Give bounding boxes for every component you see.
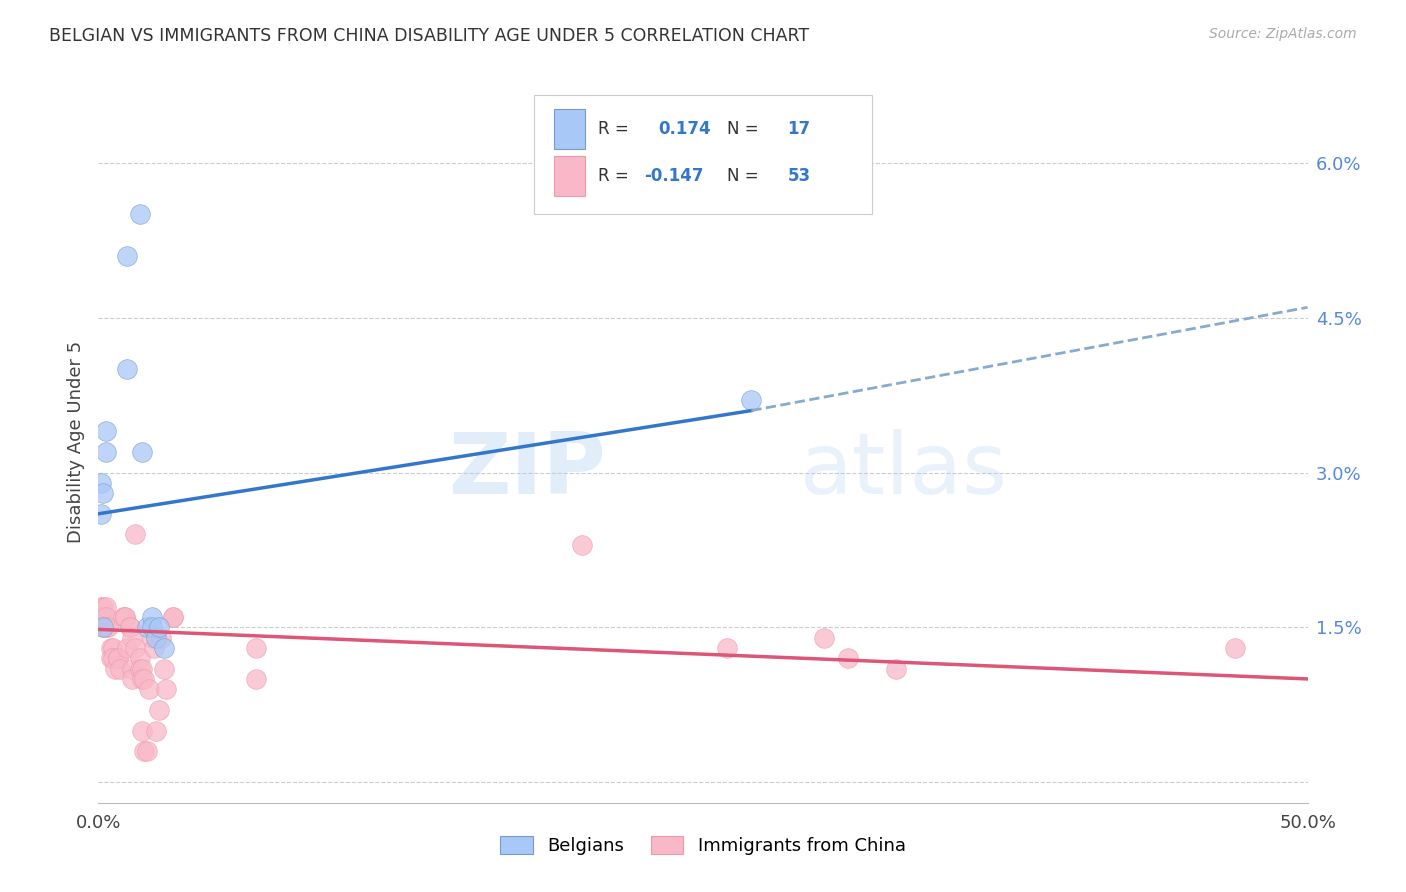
- Point: [716, 640, 738, 655]
- Text: R =: R =: [598, 167, 628, 185]
- Point: [162, 610, 184, 624]
- Point: [94, 610, 117, 624]
- Point: [107, 651, 129, 665]
- Point: [135, 620, 157, 634]
- Point: [740, 393, 762, 408]
- Point: [97, 620, 120, 634]
- Point: [124, 640, 146, 655]
- Point: [111, 610, 134, 624]
- Text: atlas: atlas: [800, 429, 1008, 512]
- Point: [100, 651, 122, 665]
- Point: [90, 610, 112, 624]
- Point: [150, 631, 173, 645]
- Point: [124, 527, 146, 541]
- Point: [152, 640, 174, 655]
- Text: ZIP: ZIP: [449, 429, 606, 512]
- Point: [134, 744, 156, 758]
- Point: [121, 672, 143, 686]
- Point: [117, 640, 139, 655]
- Point: [101, 651, 124, 665]
- Point: [245, 672, 267, 686]
- Point: [94, 620, 117, 634]
- Point: [104, 662, 127, 676]
- Point: [90, 475, 112, 490]
- Point: [128, 651, 150, 665]
- Point: [90, 599, 112, 614]
- Text: BELGIAN VS IMMIGRANTS FROM CHINA DISABILITY AGE UNDER 5 CORRELATION CHART: BELGIAN VS IMMIGRANTS FROM CHINA DISABIL…: [49, 27, 810, 45]
- Point: [837, 651, 859, 665]
- Point: [94, 599, 117, 614]
- Point: [135, 744, 157, 758]
- Point: [108, 662, 131, 676]
- Point: [114, 610, 136, 624]
- Text: N =: N =: [727, 167, 759, 185]
- Text: Source: ZipAtlas.com: Source: ZipAtlas.com: [1209, 27, 1357, 41]
- Point: [118, 620, 141, 634]
- Point: [107, 651, 129, 665]
- Point: [148, 620, 170, 634]
- FancyBboxPatch shape: [554, 156, 585, 196]
- Point: [91, 620, 114, 634]
- Point: [94, 445, 117, 459]
- Point: [121, 631, 143, 645]
- Point: [94, 424, 117, 438]
- Point: [145, 723, 167, 738]
- Point: [148, 703, 170, 717]
- Point: [145, 631, 167, 645]
- Y-axis label: Disability Age Under 5: Disability Age Under 5: [66, 341, 84, 542]
- Point: [141, 631, 163, 645]
- Point: [131, 672, 153, 686]
- Point: [813, 631, 835, 645]
- Point: [886, 662, 908, 676]
- Point: [131, 662, 153, 676]
- Point: [128, 207, 150, 221]
- FancyBboxPatch shape: [554, 109, 585, 149]
- Point: [1223, 640, 1246, 655]
- Point: [117, 362, 139, 376]
- Point: [118, 620, 141, 634]
- Point: [128, 662, 150, 676]
- Point: [90, 507, 112, 521]
- Point: [131, 723, 153, 738]
- Point: [152, 662, 174, 676]
- FancyBboxPatch shape: [534, 95, 872, 214]
- Point: [91, 620, 114, 634]
- Point: [101, 640, 124, 655]
- Point: [100, 640, 122, 655]
- Point: [138, 682, 160, 697]
- Point: [155, 682, 177, 697]
- Point: [131, 445, 153, 459]
- Text: 0.174: 0.174: [658, 120, 711, 138]
- Point: [141, 610, 163, 624]
- Point: [121, 662, 143, 676]
- Point: [114, 610, 136, 624]
- Point: [91, 486, 114, 500]
- Text: R =: R =: [598, 120, 628, 138]
- Point: [134, 672, 156, 686]
- Point: [141, 620, 163, 634]
- Point: [245, 640, 267, 655]
- Text: 53: 53: [787, 167, 811, 185]
- Point: [91, 599, 114, 614]
- Text: -0.147: -0.147: [644, 167, 703, 185]
- Point: [91, 610, 114, 624]
- Point: [162, 610, 184, 624]
- Point: [117, 249, 139, 263]
- Point: [571, 538, 593, 552]
- Legend: Belgians, Immigrants from China: Belgians, Immigrants from China: [494, 829, 912, 863]
- Text: N =: N =: [727, 120, 759, 138]
- Point: [143, 640, 166, 655]
- Text: 17: 17: [787, 120, 811, 138]
